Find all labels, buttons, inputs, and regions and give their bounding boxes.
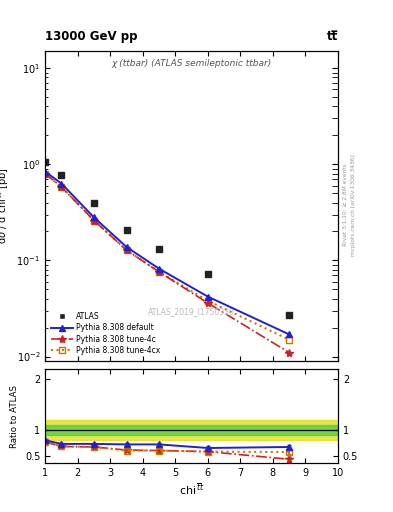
Text: ATLAS_2019_I1750330: ATLAS_2019_I1750330 [148,307,235,316]
Y-axis label: Ratio to ATLAS: Ratio to ATLAS [10,385,19,447]
Text: 13000 GeV pp: 13000 GeV pp [45,30,138,42]
Text: mcplots.cern.ch [arXiv:1306.3436]: mcplots.cern.ch [arXiv:1306.3436] [351,154,356,255]
X-axis label: chi$^{\,\overline{t}t}$: chi$^{\,\overline{t}t}$ [178,481,205,497]
Legend: ATLAS, Pythia 8.308 default, Pythia 8.308 tune-4c, Pythia 8.308 tune-4cx: ATLAS, Pythia 8.308 default, Pythia 8.30… [49,310,162,357]
Text: χ (ttbar) (ATLAS semileptonic ttbar): χ (ttbar) (ATLAS semileptonic ttbar) [112,59,272,68]
Y-axis label: d$\sigma$ / d chi$^{\,\overline{t}t}$ [pb]: d$\sigma$ / d chi$^{\,\overline{t}t}$ [p… [0,168,11,244]
Text: Rivet 3.1.10; ≥ 2.8M events: Rivet 3.1.10; ≥ 2.8M events [343,163,347,246]
Text: tt̅: tt̅ [327,30,338,42]
